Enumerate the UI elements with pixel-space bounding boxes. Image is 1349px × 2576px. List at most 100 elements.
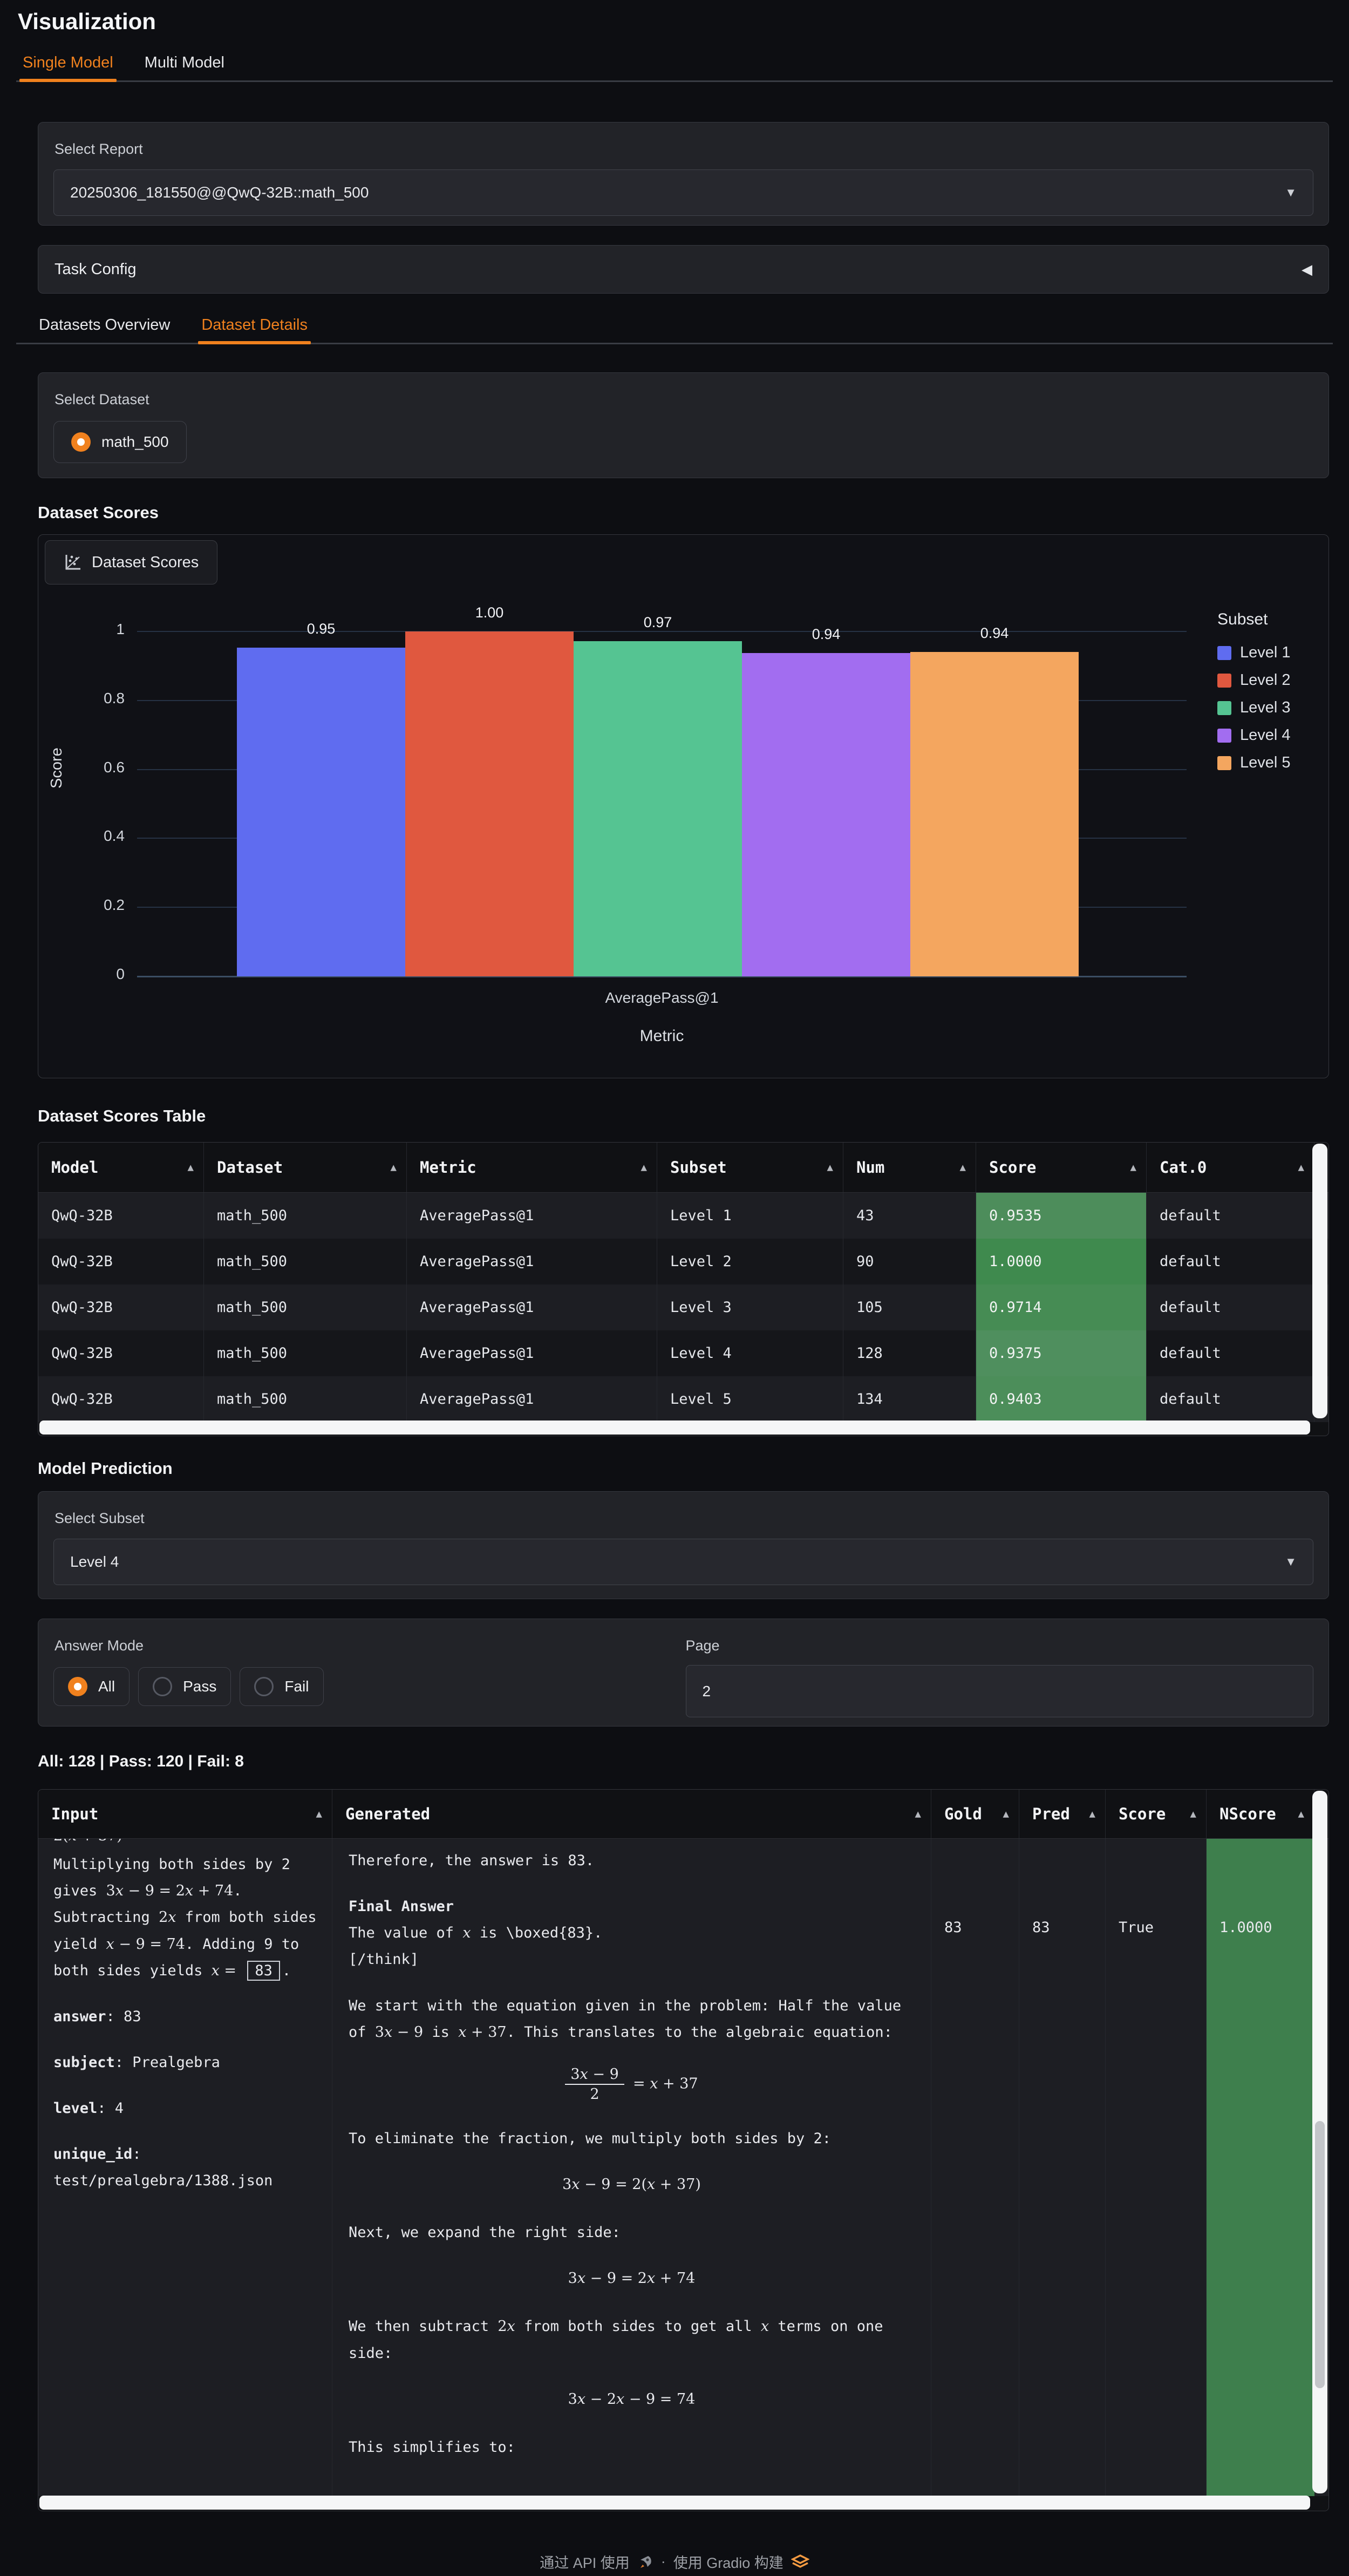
cell-num: 90 — [843, 1239, 976, 1284]
legend-item[interactable]: Level 2 — [1217, 671, 1291, 689]
tab-dataset-details[interactable]: Dataset Details — [198, 316, 311, 344]
tab-single-model[interactable]: Single Model — [19, 54, 117, 82]
column-header-score[interactable]: Score ▲ — [1106, 1790, 1207, 1838]
scrollbar-thumb[interactable] — [1315, 2120, 1325, 2388]
column-header-input[interactable]: Input ▲ — [38, 1790, 332, 1838]
sort-arrow-icon[interactable]: ▲ — [1298, 1808, 1304, 1820]
column-header-score[interactable]: Score ▲ — [976, 1143, 1147, 1192]
dataset-scores-table: Model ▲ Dataset ▲ Metric ▲ Subset ▲ Num ▲ Score ▲ Ca… — [38, 1142, 1329, 1436]
legend-swatch — [1217, 728, 1231, 743]
radio-unselected-icon[interactable] — [153, 1677, 173, 1696]
answer-mode-option-all[interactable]: All — [53, 1667, 130, 1706]
report-dropdown[interactable]: 20250306_181550@@QwQ-32B::math_500 ▼ — [53, 169, 1313, 216]
gridline — [137, 631, 1187, 632]
subset-dropdown[interactable]: Level 4 ▼ — [53, 1539, 1313, 1585]
tab-datasets-overview[interactable]: Datasets Overview — [39, 316, 171, 334]
column-header-subset[interactable]: Subset ▲ — [657, 1143, 843, 1192]
scores-table-hscrollbar[interactable] — [39, 1420, 1310, 1435]
legend-swatch — [1217, 645, 1231, 660]
chevron-down-icon[interactable]: ▼ — [1285, 1555, 1297, 1568]
y-tick-label: 0.2 — [104, 896, 125, 914]
dataset-scores-table-heading: Dataset Scores Table — [38, 1106, 206, 1125]
answer-mode-option-pass[interactable]: Pass — [138, 1667, 231, 1706]
legend-item[interactable]: Level 3 — [1217, 699, 1291, 717]
sort-arrow-icon[interactable]: ▲ — [1130, 1161, 1136, 1173]
cell-num: 128 — [843, 1330, 976, 1376]
cell-subset: Level 4 — [657, 1330, 843, 1376]
gridline — [137, 976, 1187, 977]
column-header-gold[interactable]: Gold ▲ — [931, 1790, 1019, 1838]
footer-separator: · — [660, 2553, 666, 2570]
gradio-logo-icon — [791, 2554, 809, 2568]
cell-model: QwQ-32B — [38, 1239, 204, 1284]
cell-gold: 83 — [931, 1839, 1019, 2496]
radio-unselected-icon[interactable] — [254, 1677, 274, 1696]
chart-tab-button[interactable]: Dataset Scores — [45, 540, 218, 584]
bar-level-1[interactable] — [237, 647, 405, 976]
prediction-table-hscrollbar[interactable] — [39, 2496, 1310, 2510]
dataset-radio-math-500[interactable]: math_500 — [53, 421, 187, 463]
column-header-dataset[interactable]: Dataset ▲ — [204, 1143, 407, 1192]
sort-arrow-icon[interactable]: ▲ — [959, 1161, 966, 1173]
cell-subset: Level 2 — [657, 1239, 843, 1284]
sort-arrow-icon[interactable]: ▲ — [1089, 1808, 1095, 1820]
column-header-num[interactable]: Num ▲ — [843, 1143, 976, 1192]
table-row[interactable]: QwQ-32B math_500 AveragePass@1 Level 4 128 0.… — [38, 1330, 1328, 1376]
chevron-down-icon[interactable]: ▼ — [1285, 186, 1297, 199]
bar-level-3[interactable] — [574, 641, 742, 976]
table-row[interactable]: QwQ-32B math_500 AveragePass@1 Level 1 43 0.9… — [38, 1193, 1328, 1239]
legend-item-label: Level 5 — [1240, 754, 1291, 771]
scores-table-vscrollbar[interactable] — [1312, 1144, 1327, 1418]
task-config-accordion[interactable]: Task Config ◀ — [38, 245, 1329, 294]
column-header-nscore[interactable]: NScore ▲ — [1207, 1790, 1314, 1838]
table-row[interactable]: QwQ-32B math_500 AveragePass@1 Level 5 134 0.… — [38, 1376, 1328, 1422]
sort-arrow-icon[interactable]: ▲ — [1190, 1808, 1196, 1820]
column-header-pred[interactable]: Pred ▲ — [1019, 1790, 1106, 1838]
accordion-collapse-icon[interactable]: ◀ — [1302, 261, 1312, 277]
sort-arrow-icon[interactable]: ▲ — [187, 1161, 194, 1173]
task-config-label: Task Config — [54, 260, 137, 278]
page-label: Page — [685, 1637, 720, 1654]
bar-level-2[interactable] — [405, 631, 574, 976]
tab-multi-model[interactable]: Multi Model — [144, 54, 224, 71]
cell-dataset: math_500 — [204, 1284, 407, 1330]
bar-level-4[interactable] — [742, 653, 910, 976]
footer-built-with[interactable]: 使用 Gradio 构建 — [673, 2555, 783, 2571]
cell-dataset: math_500 — [204, 1193, 407, 1239]
legend-item[interactable]: Level 1 — [1217, 644, 1291, 662]
sort-arrow-icon[interactable]: ▲ — [316, 1808, 322, 1820]
radio-selected-icon[interactable] — [68, 1677, 87, 1696]
sort-arrow-icon[interactable]: ▲ — [827, 1161, 833, 1173]
rocket-icon — [640, 2555, 651, 2568]
sort-arrow-icon[interactable]: ▲ — [390, 1161, 397, 1173]
sort-arrow-icon[interactable]: ▲ — [1298, 1161, 1304, 1173]
sort-arrow-icon[interactable]: ▲ — [915, 1808, 921, 1820]
prediction-table-vscrollbar[interactable] — [1312, 1791, 1327, 2493]
column-header-metric[interactable]: Metric ▲ — [407, 1143, 657, 1192]
bar-value-label: 0.97 — [643, 614, 672, 631]
legend-item[interactable]: Level 4 — [1217, 726, 1291, 744]
prediction-table-row: 2(x + 37)Multiplying both sides by 2 giv… — [38, 1839, 1328, 2496]
footer-use-api[interactable]: 通过 API 使用 — [540, 2555, 630, 2571]
bar-level-5[interactable] — [910, 652, 1079, 976]
column-header-model[interactable]: Model ▲ — [38, 1143, 204, 1192]
cell-metric: AveragePass@1 — [407, 1193, 657, 1239]
answer-mode-option-fail[interactable]: Fail — [240, 1667, 324, 1706]
cell-cat: default — [1147, 1193, 1314, 1239]
y-tick-label: 0.8 — [104, 689, 125, 706]
legend-swatch — [1217, 701, 1231, 715]
page-input[interactable] — [686, 1682, 1268, 1701]
table-row[interactable]: QwQ-32B math_500 AveragePass@1 Level 3 105 0.… — [38, 1284, 1328, 1330]
legend-item[interactable]: Level 5 — [1217, 754, 1291, 772]
table-row[interactable]: QwQ-32B math_500 AveragePass@1 Level 2 90 1.0… — [38, 1239, 1328, 1284]
cell-input: 2(x + 37)Multiplying both sides by 2 giv… — [38, 1839, 332, 2496]
cell-dataset: math_500 — [204, 1330, 407, 1376]
bar-group — [237, 631, 1079, 976]
column-header-generated[interactable]: Generated ▲ — [332, 1790, 931, 1838]
radio-selected-icon[interactable] — [71, 432, 91, 452]
column-header-cat-0[interactable]: Cat.0 ▲ — [1147, 1143, 1314, 1192]
bar-value-label: 1.00 — [475, 604, 504, 621]
cell-nscore: 1.0000 — [1207, 1839, 1314, 2496]
sort-arrow-icon[interactable]: ▲ — [1003, 1808, 1009, 1820]
sort-arrow-icon[interactable]: ▲ — [641, 1161, 647, 1173]
